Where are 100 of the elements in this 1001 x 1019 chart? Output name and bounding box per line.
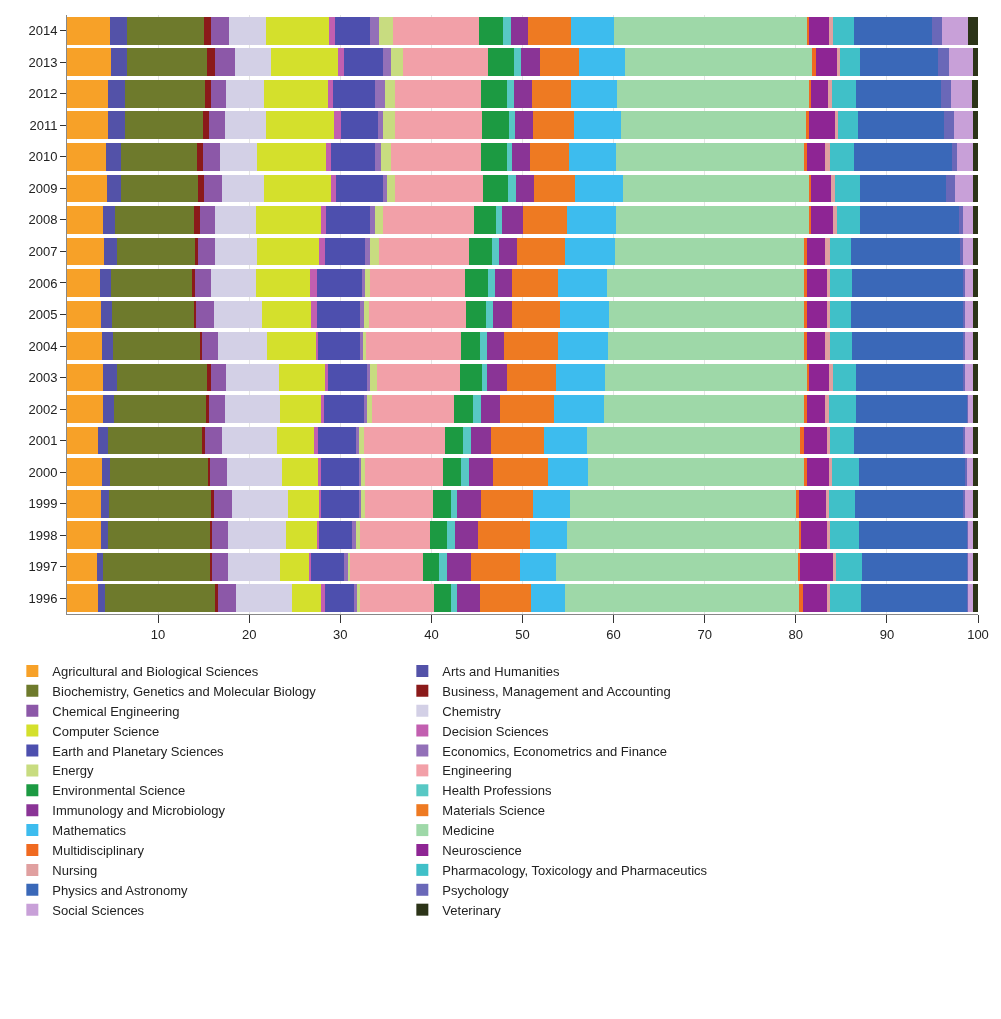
bar bbox=[365, 332, 461, 360]
bar bbox=[800, 426, 804, 455]
bar bbox=[355, 426, 359, 455]
bar bbox=[809, 363, 829, 392]
bar bbox=[99, 269, 111, 297]
bar bbox=[391, 48, 404, 77]
bar bbox=[830, 237, 852, 266]
bar bbox=[965, 489, 974, 518]
bar bbox=[211, 489, 214, 518]
bar bbox=[851, 237, 961, 266]
bar bbox=[280, 552, 310, 581]
bar bbox=[214, 206, 257, 234]
bar bbox=[67, 16, 110, 45]
x-tick-label: 30 bbox=[333, 626, 348, 642]
bar bbox=[973, 269, 978, 297]
bar bbox=[493, 300, 512, 329]
legend-label: Decision Sciences bbox=[442, 723, 550, 739]
bar bbox=[478, 16, 504, 45]
bar bbox=[858, 458, 966, 486]
bar bbox=[335, 174, 384, 203]
bar bbox=[263, 174, 332, 203]
bar bbox=[468, 237, 493, 266]
bar bbox=[473, 395, 481, 423]
bar bbox=[828, 395, 856, 423]
bar bbox=[834, 174, 860, 203]
bar bbox=[394, 79, 481, 108]
bar bbox=[487, 269, 496, 297]
bar bbox=[106, 143, 121, 171]
bar bbox=[795, 489, 799, 518]
bar bbox=[967, 395, 974, 423]
bar bbox=[97, 584, 106, 613]
bar bbox=[377, 111, 384, 140]
bar bbox=[67, 395, 104, 423]
bar bbox=[532, 111, 575, 140]
bar bbox=[965, 332, 974, 360]
bar bbox=[381, 143, 392, 171]
bar bbox=[973, 363, 978, 392]
bar bbox=[229, 16, 266, 45]
x-tick-label: 80 bbox=[788, 626, 804, 642]
bar bbox=[812, 48, 816, 77]
legend-label: Health Professions bbox=[442, 783, 552, 799]
bar bbox=[112, 332, 201, 360]
bar bbox=[830, 426, 855, 455]
bar bbox=[470, 426, 491, 455]
bar bbox=[438, 552, 447, 581]
y-tick-label: 1998 bbox=[28, 527, 58, 543]
bar bbox=[360, 521, 431, 550]
y-tick-label: 1999 bbox=[28, 496, 58, 512]
bar bbox=[450, 489, 457, 518]
bar bbox=[804, 426, 827, 455]
y-tick-label: 1997 bbox=[28, 559, 58, 575]
bar bbox=[319, 521, 353, 550]
bar bbox=[197, 143, 203, 171]
bar bbox=[352, 521, 356, 550]
bar bbox=[214, 48, 235, 77]
bar bbox=[202, 143, 221, 171]
bar bbox=[830, 300, 852, 329]
bar bbox=[309, 552, 312, 581]
bar bbox=[967, 458, 974, 486]
bar bbox=[224, 395, 281, 423]
bar bbox=[210, 269, 256, 297]
bar bbox=[215, 584, 219, 613]
bar bbox=[973, 206, 978, 234]
bar bbox=[200, 206, 215, 234]
bar bbox=[267, 332, 317, 360]
bar bbox=[806, 332, 825, 360]
bar bbox=[383, 111, 395, 140]
bar bbox=[209, 395, 225, 423]
bar bbox=[857, 111, 945, 140]
bar bbox=[104, 237, 118, 266]
bar bbox=[280, 395, 322, 423]
bar bbox=[507, 79, 515, 108]
bar bbox=[67, 143, 107, 171]
bar bbox=[529, 143, 569, 171]
bar bbox=[67, 269, 100, 297]
bar bbox=[556, 363, 606, 392]
bar bbox=[433, 489, 451, 518]
y-tick-label: 2009 bbox=[28, 180, 58, 196]
legend-label: Psychology bbox=[442, 882, 510, 898]
bar bbox=[236, 584, 293, 613]
bar bbox=[443, 458, 462, 486]
bar bbox=[341, 111, 378, 140]
bar bbox=[403, 48, 488, 77]
bar bbox=[218, 332, 268, 360]
bar bbox=[210, 363, 227, 392]
bar bbox=[198, 174, 204, 203]
bar bbox=[221, 174, 264, 203]
bar bbox=[803, 584, 827, 613]
bar bbox=[319, 489, 322, 518]
bar bbox=[127, 48, 208, 77]
bar bbox=[973, 332, 978, 360]
y-tick-label: 2013 bbox=[28, 54, 58, 70]
bar bbox=[862, 552, 968, 581]
bar bbox=[496, 206, 503, 234]
bar bbox=[318, 458, 322, 486]
legend-label: Immunology and Microbiology bbox=[52, 803, 226, 819]
bar bbox=[609, 300, 804, 329]
bar bbox=[374, 79, 385, 108]
bar bbox=[465, 269, 488, 297]
bar bbox=[256, 206, 322, 234]
